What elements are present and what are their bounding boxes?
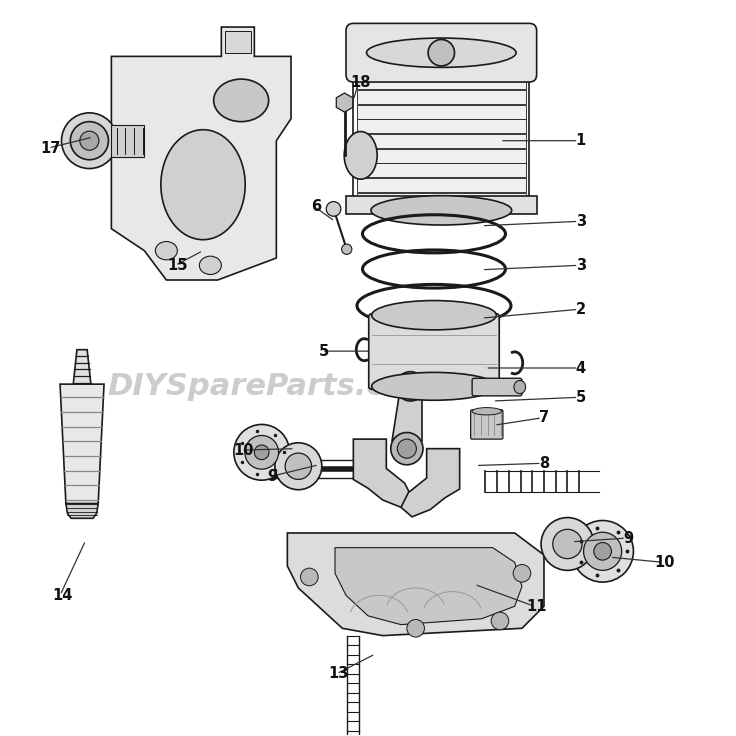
Circle shape [541, 517, 594, 570]
Circle shape [513, 565, 531, 582]
Text: 11: 11 [526, 599, 547, 614]
FancyBboxPatch shape [357, 149, 526, 163]
Text: 14: 14 [52, 588, 72, 603]
Circle shape [62, 113, 117, 169]
Circle shape [397, 439, 417, 459]
Ellipse shape [514, 381, 526, 394]
Ellipse shape [213, 79, 269, 121]
Ellipse shape [372, 372, 496, 400]
Text: 17: 17 [40, 141, 60, 155]
Polygon shape [401, 449, 460, 517]
FancyBboxPatch shape [357, 163, 526, 177]
Ellipse shape [155, 241, 177, 260]
Circle shape [71, 121, 108, 160]
FancyBboxPatch shape [470, 410, 503, 439]
FancyBboxPatch shape [357, 105, 526, 118]
Text: 1: 1 [576, 133, 586, 148]
Ellipse shape [372, 300, 496, 330]
Polygon shape [335, 548, 522, 625]
Text: 18: 18 [350, 74, 371, 90]
Circle shape [300, 568, 318, 586]
Ellipse shape [371, 196, 512, 225]
FancyBboxPatch shape [357, 134, 526, 148]
Ellipse shape [199, 256, 222, 275]
Ellipse shape [161, 130, 245, 240]
Circle shape [553, 529, 582, 559]
FancyBboxPatch shape [346, 196, 537, 214]
Text: 7: 7 [539, 411, 549, 425]
FancyBboxPatch shape [225, 31, 251, 53]
Text: 2: 2 [576, 302, 586, 316]
Circle shape [572, 520, 634, 582]
FancyBboxPatch shape [357, 193, 526, 207]
Circle shape [275, 443, 322, 489]
Circle shape [285, 453, 311, 479]
Circle shape [245, 436, 278, 469]
Text: 3: 3 [576, 258, 586, 273]
FancyBboxPatch shape [357, 90, 526, 104]
Text: 10: 10 [233, 442, 254, 458]
Text: 6: 6 [311, 199, 322, 214]
FancyBboxPatch shape [369, 314, 499, 389]
Text: 9: 9 [268, 469, 277, 484]
Circle shape [255, 445, 269, 460]
Polygon shape [111, 27, 291, 280]
Circle shape [396, 372, 425, 401]
Polygon shape [60, 384, 104, 503]
FancyBboxPatch shape [357, 76, 526, 89]
Polygon shape [353, 439, 412, 507]
Circle shape [594, 542, 612, 560]
Polygon shape [392, 390, 422, 442]
Text: 13: 13 [328, 666, 349, 682]
Polygon shape [74, 350, 91, 384]
Circle shape [407, 620, 425, 637]
Circle shape [342, 244, 352, 255]
Text: 10: 10 [655, 555, 675, 570]
Circle shape [428, 40, 455, 66]
Circle shape [326, 202, 341, 216]
Circle shape [584, 532, 622, 570]
Text: 15: 15 [167, 258, 188, 273]
Text: DIYSpareParts.com: DIYSpareParts.com [107, 372, 438, 401]
Polygon shape [66, 503, 98, 518]
Ellipse shape [367, 38, 516, 68]
Text: 8: 8 [539, 456, 549, 471]
Text: 9: 9 [623, 531, 634, 545]
FancyBboxPatch shape [357, 178, 526, 192]
FancyBboxPatch shape [357, 61, 526, 75]
Ellipse shape [344, 132, 377, 179]
Polygon shape [111, 124, 144, 157]
FancyBboxPatch shape [472, 378, 522, 396]
Circle shape [234, 425, 289, 480]
FancyBboxPatch shape [357, 46, 526, 60]
Circle shape [491, 612, 509, 630]
Text: 5: 5 [319, 344, 329, 358]
FancyBboxPatch shape [346, 24, 537, 82]
FancyBboxPatch shape [357, 119, 526, 133]
Circle shape [79, 131, 99, 150]
Text: 3: 3 [576, 214, 586, 229]
Polygon shape [287, 533, 544, 636]
Ellipse shape [472, 408, 501, 415]
Text: 4: 4 [576, 361, 586, 375]
Text: 5: 5 [576, 390, 586, 405]
Circle shape [391, 433, 423, 465]
